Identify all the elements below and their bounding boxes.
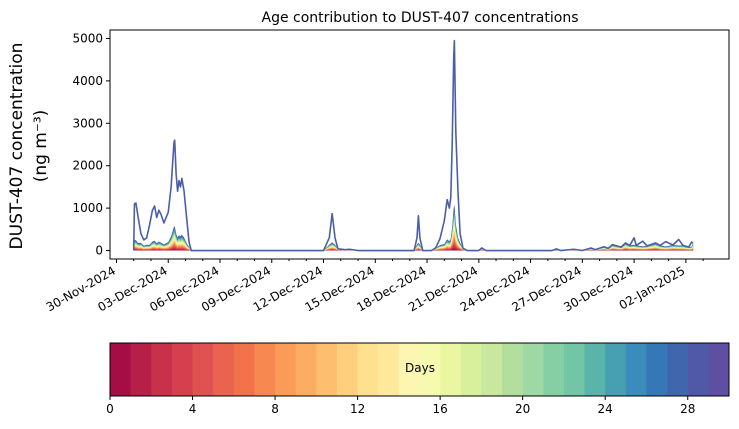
age-band-6 <box>133 239 694 251</box>
colorbar-swatch <box>130 343 152 396</box>
colorbar-tick-label: 12 <box>350 402 365 416</box>
y-tick-label: 4000 <box>72 74 103 88</box>
y-axis: 0 1000 2000 3000 4000 5000 <box>72 31 110 258</box>
colorbar-swatch <box>110 343 132 396</box>
colorbar-tick-label: 8 <box>271 402 279 416</box>
x-axis: 30-Nov-202403-Dec-202406-Dec-202409-Dec-… <box>44 259 704 314</box>
colorbar-swatch <box>357 343 379 396</box>
age-band-7 <box>133 238 694 251</box>
colorbar-swatch <box>151 343 173 396</box>
colorbar-swatch <box>378 343 400 396</box>
chart-title: Age contribution to DUST-407 concentrati… <box>262 10 579 26</box>
colorbar-swatch <box>275 343 297 396</box>
age-band-23 <box>133 213 694 251</box>
colorbar-swatch <box>625 343 647 396</box>
colorbar-swatch <box>440 343 462 396</box>
age-contribution-fill <box>133 204 694 251</box>
age-band-25 <box>133 210 694 251</box>
colorbar-swatch <box>667 343 689 396</box>
colorbar-swatch <box>584 343 606 396</box>
colorbar-swatch <box>687 343 709 396</box>
colorbar-tick-label: 0 <box>106 402 114 416</box>
age-band-28 <box>133 205 694 251</box>
age-band-1 <box>133 247 694 251</box>
age-band-11 <box>133 232 694 251</box>
colorbar-swatch <box>543 343 565 396</box>
age-band-0 <box>133 248 694 251</box>
age-band-2 <box>133 245 694 251</box>
colorbar-frame <box>109 342 730 397</box>
age-band-18 <box>133 221 694 251</box>
age-band-19 <box>133 219 694 251</box>
colorbar-tick-label: 20 <box>515 402 530 416</box>
colorbar-swatch <box>398 343 420 396</box>
age-band-26 <box>133 208 694 251</box>
y-tick-label: 1000 <box>72 201 103 215</box>
age-band-17 <box>133 222 694 251</box>
y-tick-label: 2000 <box>72 159 103 173</box>
age-band-22 <box>133 215 694 251</box>
age-band-10 <box>133 233 694 251</box>
colorbar-swatch <box>481 343 503 396</box>
y-axis-label-line2: (ng m⁻³) <box>31 110 51 183</box>
colorbar-label: Days <box>405 361 435 375</box>
colorbar-swatch <box>563 343 586 396</box>
colorbar-swatch <box>316 343 338 396</box>
y-axis-label-line1: DUST-407 concentration <box>7 43 27 250</box>
colorbar-tick-label: 4 <box>189 402 197 416</box>
y-tick-label: 5000 <box>72 31 103 45</box>
colorbar-swatch <box>213 343 235 396</box>
colorbar-swatch <box>502 343 524 396</box>
colorbar-swatch <box>646 343 668 396</box>
colorbar-swatch <box>708 343 730 396</box>
colorbar-tick-label: 28 <box>680 402 695 416</box>
age-band-29 <box>133 204 694 251</box>
age-band-5 <box>133 241 694 251</box>
plot-area <box>109 29 730 260</box>
y-tick-label: 0 <box>95 244 103 258</box>
colorbar: 0 4 8 12 16 20 24 28 <box>106 342 730 416</box>
colorbar-tick-label: 16 <box>432 402 447 416</box>
y-tick-label: 3000 <box>72 116 103 130</box>
total-series-line <box>132 39 694 252</box>
colorbar-swatch <box>192 343 214 396</box>
age-band-24 <box>133 212 694 251</box>
colorbar-swatch <box>254 343 276 396</box>
age-band-12 <box>133 230 694 251</box>
colorbar-swatch <box>295 343 317 396</box>
age-band-21 <box>133 216 694 251</box>
colorbar-swatch <box>419 343 441 396</box>
colorbar-swatch <box>522 343 544 396</box>
age-band-3 <box>133 244 694 251</box>
age-band-20 <box>133 218 694 251</box>
colorbar-tick-label: 24 <box>598 402 613 416</box>
colorbar-swatch <box>171 343 194 396</box>
age-band-9 <box>133 235 694 251</box>
age-band-27 <box>133 207 694 251</box>
total-concentration-line <box>132 39 694 252</box>
colorbar-swatch <box>233 343 255 396</box>
colorbar-swatch <box>460 343 482 396</box>
colorbar-swatch <box>336 343 359 396</box>
colorbar-swatch <box>605 343 627 396</box>
age-band-4 <box>133 242 694 251</box>
age-band-8 <box>133 236 694 251</box>
